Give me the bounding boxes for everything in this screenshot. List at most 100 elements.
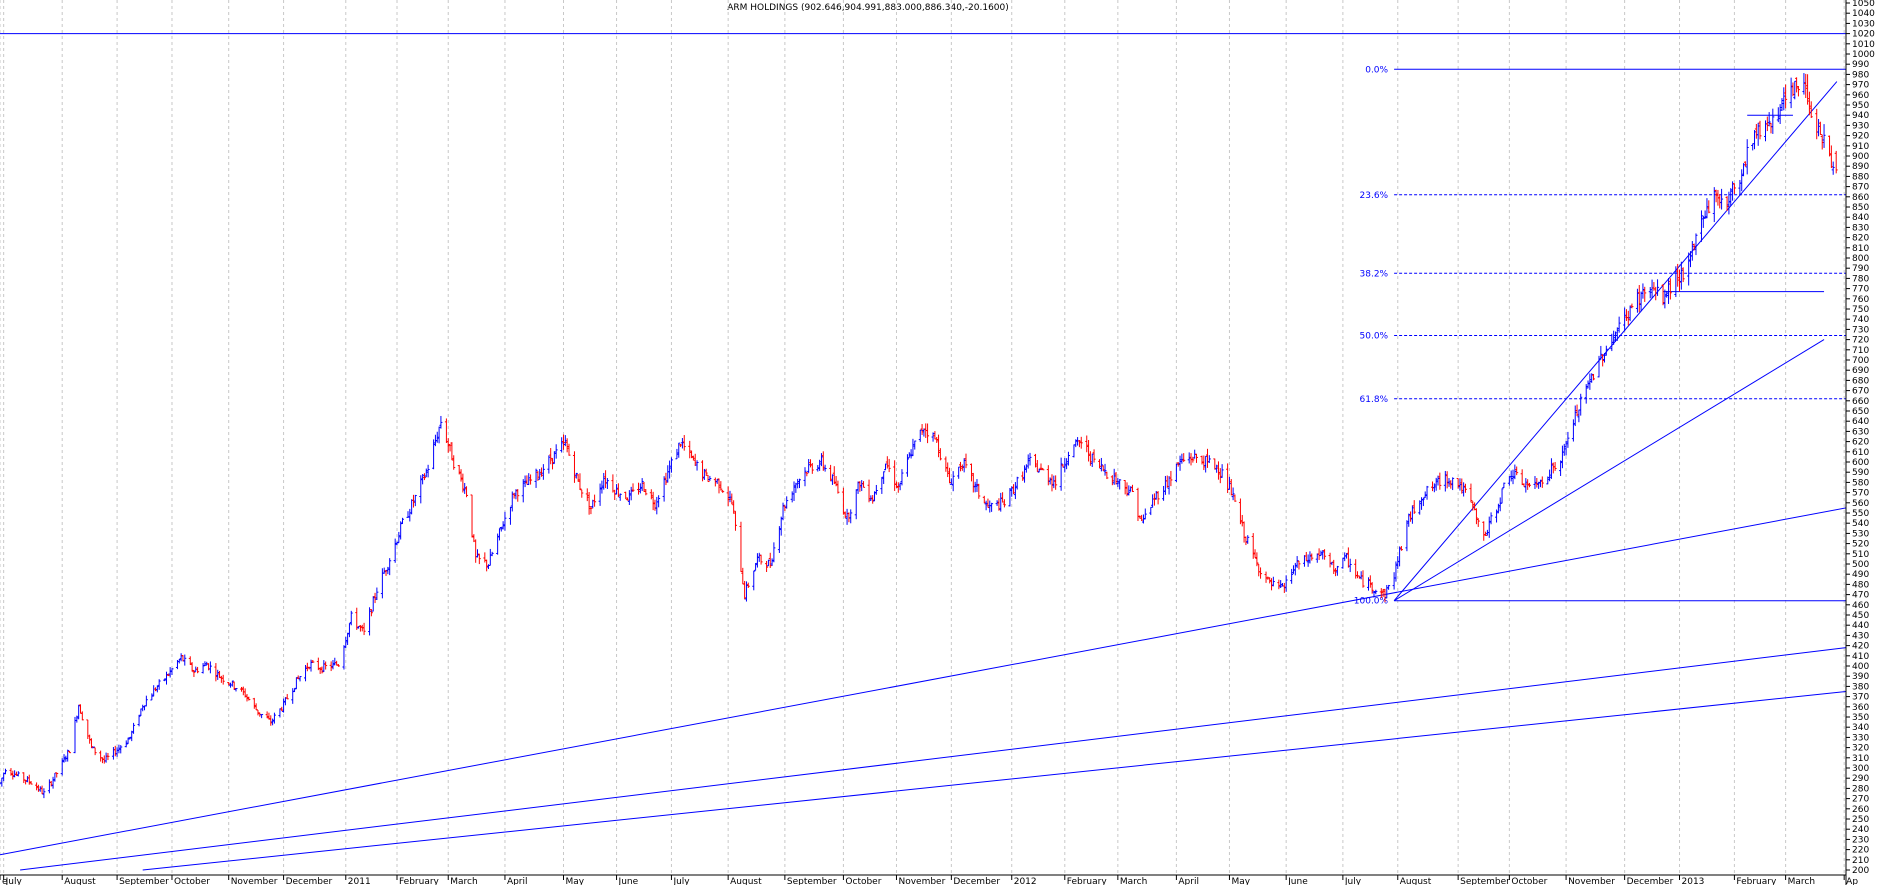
y-tick-label: 590 bbox=[1852, 468, 1869, 478]
y-axis: 2002102202302402502602702802903003103203… bbox=[1845, 0, 1875, 885]
y-tick-label: 970 bbox=[1852, 81, 1869, 91]
x-tick-label: August bbox=[1400, 877, 1432, 885]
x-tick-label: October bbox=[1511, 877, 1547, 885]
y-tick-label: 230 bbox=[1852, 835, 1869, 845]
y-tick-label: 680 bbox=[1852, 376, 1869, 386]
y-tick-label: 730 bbox=[1852, 325, 1869, 335]
x-tick-label: April bbox=[507, 877, 528, 885]
trendline bbox=[1393, 339, 1825, 602]
y-tick-label: 960 bbox=[1852, 91, 1869, 101]
y-tick-label: 420 bbox=[1852, 642, 1869, 652]
y-tick-label: 860 bbox=[1852, 193, 1869, 203]
y-tick-label: 570 bbox=[1852, 489, 1869, 499]
fibonacci-level-label: 100.0% bbox=[1354, 597, 1389, 607]
y-tick-label: 360 bbox=[1852, 703, 1869, 713]
y-tick-label: 260 bbox=[1852, 805, 1869, 815]
y-tick-label: 510 bbox=[1852, 550, 1869, 560]
x-tick-label: July bbox=[672, 877, 690, 885]
y-tick-label: 340 bbox=[1852, 723, 1869, 733]
y-tick-label: 580 bbox=[1852, 478, 1869, 488]
y-tick-label: 330 bbox=[1852, 733, 1869, 743]
x-tick-label: October bbox=[845, 877, 881, 885]
y-tick-label: 870 bbox=[1852, 183, 1869, 193]
y-tick-label: 710 bbox=[1852, 346, 1869, 356]
y-tick-label: 670 bbox=[1852, 387, 1869, 397]
x-tick-label: May bbox=[565, 877, 584, 885]
y-tick-label: 620 bbox=[1852, 438, 1869, 448]
y-tick-label: 450 bbox=[1852, 611, 1869, 621]
fibonacci-level-label: 0.0% bbox=[1365, 65, 1388, 75]
y-tick-label: 1050 bbox=[1852, 0, 1875, 9]
y-tick-label: 310 bbox=[1852, 754, 1869, 764]
y-tick-label: 630 bbox=[1852, 427, 1869, 437]
x-tick-label: July bbox=[1344, 877, 1362, 885]
y-tick-label: 270 bbox=[1852, 795, 1869, 805]
y-tick-label: 350 bbox=[1852, 713, 1869, 723]
y-tick-label: 980 bbox=[1852, 70, 1869, 80]
x-tick-label: December bbox=[1627, 877, 1674, 885]
y-tick-label: 390 bbox=[1852, 672, 1869, 682]
y-tick-label: 1010 bbox=[1852, 40, 1875, 50]
y-tick-label: 550 bbox=[1852, 509, 1869, 519]
y-tick-label: 250 bbox=[1852, 815, 1869, 825]
y-tick-label: 990 bbox=[1852, 60, 1869, 70]
x-tick-label: September bbox=[1460, 877, 1510, 885]
y-tick-label: 610 bbox=[1852, 448, 1869, 458]
y-tick-label: 370 bbox=[1852, 693, 1869, 703]
trendline bbox=[0, 507, 1847, 856]
y-tick-label: 720 bbox=[1852, 336, 1869, 346]
y-tick-label: 320 bbox=[1852, 744, 1869, 754]
fibonacci-level-label: 23.6% bbox=[1360, 191, 1389, 201]
x-tick-label: March bbox=[1120, 877, 1147, 885]
y-tick-label: 290 bbox=[1852, 774, 1869, 784]
y-tick-label: 440 bbox=[1852, 621, 1869, 631]
y-tick-label: 380 bbox=[1852, 682, 1869, 692]
x-tick-label: August bbox=[64, 877, 96, 885]
y-tick-label: 750 bbox=[1852, 305, 1869, 315]
y-tick-label: 1030 bbox=[1852, 19, 1875, 29]
x-tick-label: April bbox=[1178, 877, 1199, 885]
y-tick-label: 640 bbox=[1852, 417, 1869, 427]
fibonacci-level-label: 50.0% bbox=[1360, 332, 1389, 342]
x-tick-label: 2012 bbox=[1014, 877, 1037, 885]
x-tick-label: November bbox=[1568, 877, 1615, 885]
x-tick-label: June bbox=[1287, 877, 1308, 885]
y-tick-label: 740 bbox=[1852, 315, 1869, 325]
trendline bbox=[142, 691, 1847, 871]
y-tick-label: 1000 bbox=[1852, 50, 1875, 60]
y-tick-label: 1040 bbox=[1852, 9, 1875, 19]
trendline-layer: 0.0% 23.6% 38.2% 50.0% 61.8% 100.0% bbox=[0, 33, 1847, 871]
y-tick-label: 1020 bbox=[1852, 30, 1875, 40]
y-tick-label: 490 bbox=[1852, 570, 1869, 580]
x-tick-label: November bbox=[898, 877, 945, 885]
y-tick-label: 790 bbox=[1852, 264, 1869, 274]
y-tick-label: 890 bbox=[1852, 162, 1869, 172]
y-tick-label: 220 bbox=[1852, 846, 1869, 856]
x-tick-label: e bbox=[2, 877, 8, 885]
y-tick-label: 650 bbox=[1852, 407, 1869, 417]
x-tick-label: March bbox=[1788, 877, 1815, 885]
y-tick-label: 200 bbox=[1852, 866, 1869, 876]
y-tick-label: 520 bbox=[1852, 540, 1869, 550]
y-tick-label: 480 bbox=[1852, 580, 1869, 590]
x-tick-label: October bbox=[174, 877, 210, 885]
fibonacci-level-label: 38.2% bbox=[1360, 269, 1389, 279]
y-tick-label: 560 bbox=[1852, 499, 1869, 509]
y-tick-label: 800 bbox=[1852, 254, 1869, 264]
y-tick-label: 470 bbox=[1852, 591, 1869, 601]
y-tick-label: 690 bbox=[1852, 366, 1869, 376]
y-tick-label: 810 bbox=[1852, 244, 1869, 254]
x-tick-label: July bbox=[5, 877, 23, 885]
y-tick-label: 660 bbox=[1852, 397, 1869, 407]
chart-title: ARM HOLDINGS (902.646,904.991,883.000,88… bbox=[727, 3, 1009, 13]
y-tick-label: 830 bbox=[1852, 223, 1869, 233]
x-tick-label: February bbox=[1067, 877, 1108, 885]
x-tick-label: Ap bbox=[1846, 877, 1858, 885]
x-tick-label: 2011 bbox=[348, 877, 371, 885]
y-tick-label: 770 bbox=[1852, 285, 1869, 295]
x-tick-label: August bbox=[730, 877, 762, 885]
x-tick-label: September bbox=[119, 877, 169, 885]
y-tick-label: 280 bbox=[1852, 784, 1869, 794]
y-tick-label: 900 bbox=[1852, 152, 1869, 162]
y-tick-label: 820 bbox=[1852, 234, 1869, 244]
